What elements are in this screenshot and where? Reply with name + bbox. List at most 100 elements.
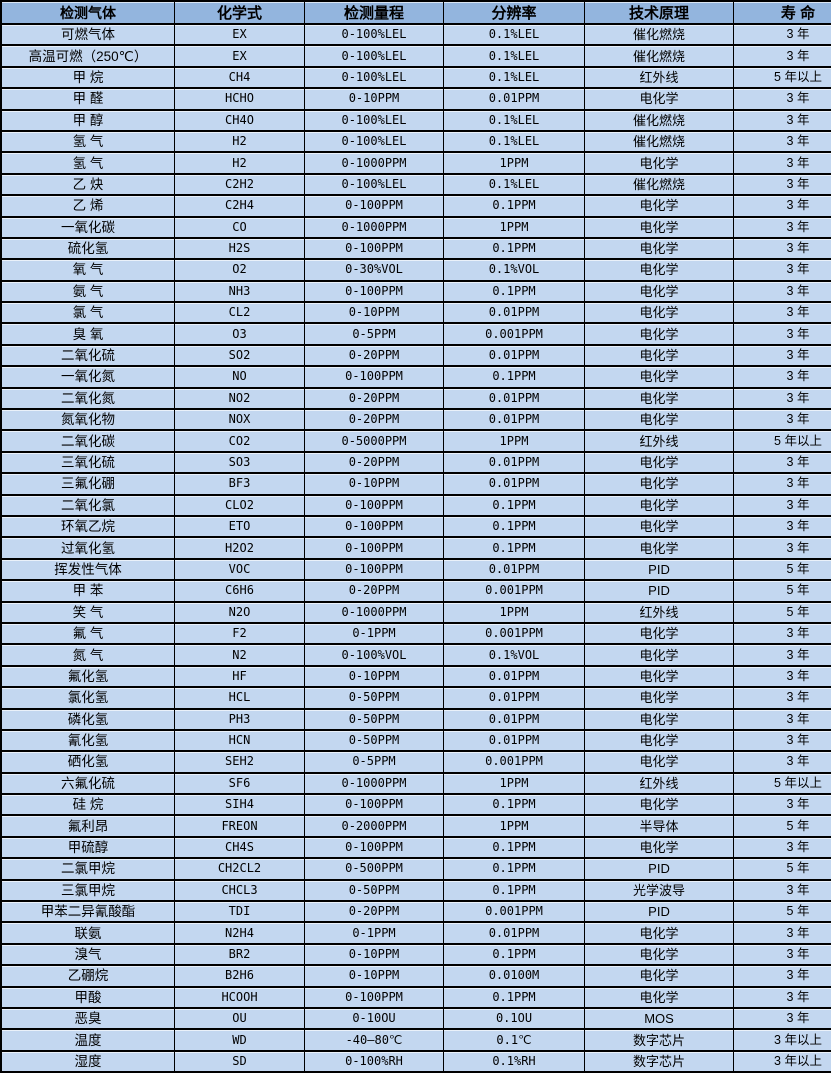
cell-chemical-formula: PH3 — [174, 707, 305, 731]
cell-resolution: 0.1%VOL — [443, 643, 585, 667]
table-row: 溴气 BR2 0-10PPM 0.1PPM 电化学 3 年 — [0, 942, 831, 967]
cell-chemical-formula: O2 — [174, 258, 305, 282]
cell-gas-name: 乙 烯 — [0, 194, 175, 218]
cell-technology: 电化学 — [584, 322, 734, 346]
table-row: 恶臭 OU 0-10OU 0.1OU MOS 3 年 — [0, 1006, 831, 1031]
cell-chemical-formula: CL2 — [174, 301, 305, 325]
cell-chemical-formula: NO — [174, 365, 305, 389]
cell-lifespan: 3 年 — [733, 343, 831, 368]
cell-technology: PID — [584, 899, 734, 924]
cell-lifespan: 3 年 — [733, 1006, 831, 1031]
cell-resolution: 0.1%LEL — [443, 65, 585, 90]
cell-lifespan: 3 年 — [733, 301, 831, 325]
cell-lifespan: 3 年 — [733, 835, 831, 860]
cell-detection-range: 0-20PPM — [304, 386, 444, 411]
cell-technology: 半导体 — [584, 814, 734, 838]
cell-lifespan: 5 年以上 — [733, 429, 831, 453]
cell-detection-range: 0-100PPM — [304, 557, 444, 582]
cell-lifespan: 3 年 — [733, 44, 831, 68]
cell-gas-name: 臭 氧 — [0, 322, 175, 346]
cell-detection-range: 0-30%VOL — [304, 258, 444, 282]
cell-gas-name: 三氟化硼 — [0, 472, 175, 496]
table-row: 二氯甲烷 CH2CL2 0-500PPM 0.1PPM PID 5 年 — [0, 857, 831, 881]
cell-chemical-formula: N2O — [174, 600, 305, 624]
table-row: 六氟化硫 SF6 0-1000PPM 1PPM 红外线 5 年以上 — [0, 771, 831, 796]
cell-resolution: 0.001PPM — [443, 579, 585, 603]
cell-technology: 数字芯片 — [584, 1028, 734, 1052]
cell-resolution: 0.001PPM — [443, 899, 585, 924]
cell-resolution: 0.1%LEL — [443, 129, 585, 154]
cell-detection-range: 0-50PPM — [304, 686, 444, 710]
cell-detection-range: 0-100%LEL — [304, 108, 444, 132]
cell-chemical-formula: O3 — [174, 322, 305, 346]
cell-detection-range: 0-100PPM — [304, 194, 444, 218]
cell-gas-name: 甲 苯 — [0, 579, 175, 603]
cell-lifespan: 3 年 — [733, 108, 831, 132]
cell-resolution: 0.1OU — [443, 1006, 585, 1031]
table-row: 一氧化氮 NO 0-100PPM 0.1PPM 电化学 3 年 — [0, 365, 831, 389]
cell-detection-range: 0-10PPM — [304, 964, 444, 988]
cell-chemical-formula: SF6 — [174, 771, 305, 796]
cell-lifespan: 3 年 — [733, 793, 831, 817]
cell-lifespan: 3 年 — [733, 215, 831, 239]
table-row: 乙 烯 C2H4 0-100PPM 0.1PPM 电化学 3 年 — [0, 194, 831, 218]
cell-chemical-formula: SO3 — [174, 450, 305, 475]
cell-technology: 电化学 — [584, 964, 734, 988]
cell-lifespan: 3 年 — [733, 151, 831, 175]
table-row: 氮 气 N2 0-100%VOL 0.1%VOL 电化学 3 年 — [0, 643, 831, 667]
table-row: 氯 气 CL2 0-10PPM 0.01PPM 电化学 3 年 — [0, 301, 831, 325]
cell-gas-name: 氢 气 — [0, 129, 175, 154]
col-header-technology: 技术原理 — [584, 0, 734, 25]
table-row: 氨 气 NH3 0-100PPM 0.1PPM 电化学 3 年 — [0, 279, 831, 304]
table-row: 磷化氢 PH3 0-50PPM 0.01PPM 电化学 3 年 — [0, 707, 831, 731]
cell-gas-name: 甲 醛 — [0, 87, 175, 111]
cell-gas-name: 硒化氢 — [0, 750, 175, 774]
cell-chemical-formula: CO — [174, 215, 305, 239]
cell-chemical-formula: H2 — [174, 129, 305, 154]
cell-detection-range: 0-20PPM — [304, 343, 444, 368]
cell-lifespan: 3 年 — [733, 964, 831, 988]
cell-detection-range: 0-5PPM — [304, 322, 444, 346]
cell-gas-name: 湿度 — [0, 1049, 175, 1074]
cell-gas-name: 联氨 — [0, 921, 175, 945]
table-row: 氯化氢 HCL 0-50PPM 0.01PPM 电化学 3 年 — [0, 686, 831, 710]
cell-lifespan: 3 年 — [733, 129, 831, 154]
cell-lifespan: 3 年 — [733, 536, 831, 560]
cell-gas-name: 恶臭 — [0, 1006, 175, 1031]
cell-resolution: 0.01PPM — [443, 450, 585, 475]
cell-resolution: 0.1%RH — [443, 1049, 585, 1074]
cell-gas-name: 挥发性气体 — [0, 557, 175, 582]
cell-lifespan: 3 年 — [733, 664, 831, 689]
cell-gas-name: 二氧化碳 — [0, 429, 175, 453]
cell-resolution: 0.001PPM — [443, 750, 585, 774]
col-header-resolution: 分辨率 — [443, 0, 585, 25]
cell-chemical-formula: HCOOH — [174, 985, 305, 1009]
cell-resolution: 1PPM — [443, 215, 585, 239]
cell-resolution: 0.1PPM — [443, 857, 585, 881]
cell-chemical-formula: BF3 — [174, 472, 305, 496]
cell-gas-name: 甲酸 — [0, 985, 175, 1009]
cell-chemical-formula: C2H2 — [174, 172, 305, 197]
cell-lifespan: 3 年 — [733, 322, 831, 346]
table-row: 三氧化硫 SO3 0-20PPM 0.01PPM 电化学 3 年 — [0, 450, 831, 475]
cell-gas-name: 磷化氢 — [0, 707, 175, 731]
cell-technology: 电化学 — [584, 87, 734, 111]
cell-lifespan: 3 年 — [733, 728, 831, 753]
table-row: 挥发性气体 VOC 0-100PPM 0.01PPM PID 5 年 — [0, 557, 831, 582]
cell-detection-range: 0-20PPM — [304, 899, 444, 924]
cell-chemical-formula: SIH4 — [174, 793, 305, 817]
cell-gas-name: 甲硫醇 — [0, 835, 175, 860]
table-body: 可燃气体 EX 0-100%LEL 0.1%LEL 催化燃烧 3 年高温可燃（250℃） E… — [0, 22, 831, 1074]
cell-detection-range: 0-100PPM — [304, 793, 444, 817]
cell-technology: 红外线 — [584, 600, 734, 624]
cell-detection-range: 0-1000PPM — [304, 215, 444, 239]
table-row: 甲酸 HCOOH 0-100PPM 0.1PPM 电化学 3 年 — [0, 985, 831, 1009]
cell-detection-range: 0-100PPM — [304, 536, 444, 560]
table-row: 氟化氢 HF 0-10PPM 0.01PPM 电化学 3 年 — [0, 664, 831, 689]
cell-resolution: 0.1PPM — [443, 793, 585, 817]
table-row: 二氧化氮 NO2 0-20PPM 0.01PPM 电化学 3 年 — [0, 386, 831, 411]
cell-gas-name: 二氧化氮 — [0, 386, 175, 411]
cell-resolution: 1PPM — [443, 429, 585, 453]
cell-resolution: 0.01PPM — [443, 707, 585, 731]
